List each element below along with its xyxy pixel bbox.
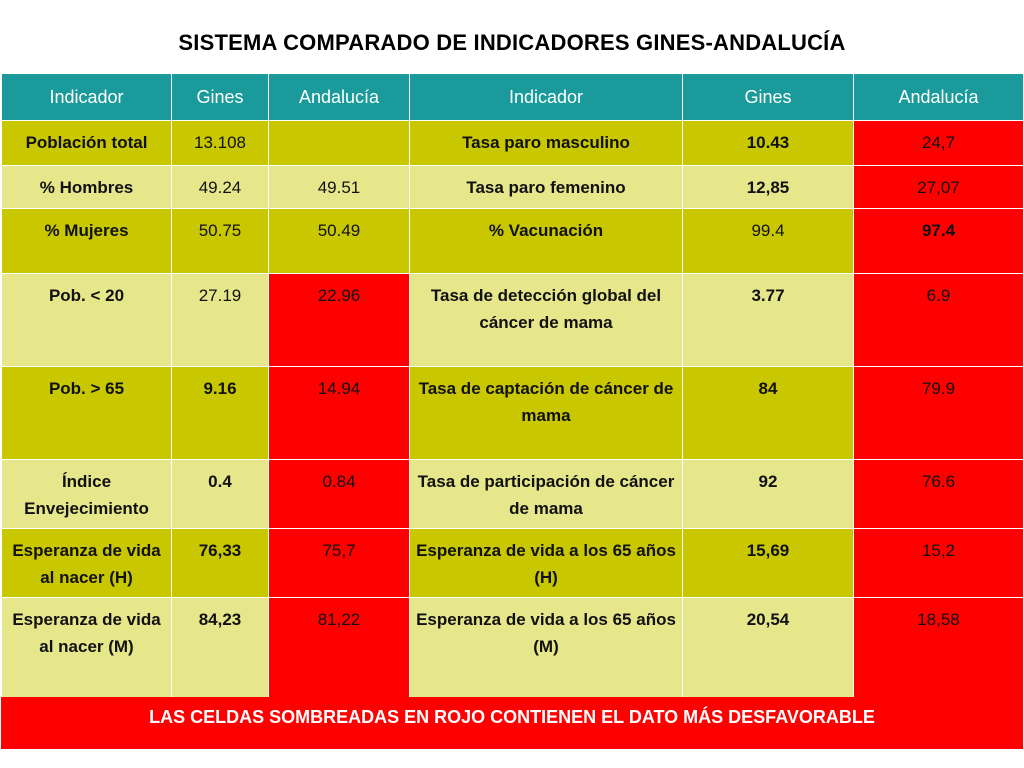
gines-value-cell: 12,85 <box>682 165 854 209</box>
table-row: Pob. < 20 27.19 22.96 Tasa de detección … <box>1 273 1024 367</box>
indicator-cell: Tasa de detección global del cáncer de m… <box>409 273 683 367</box>
col-header-gines: Gines <box>171 73 269 121</box>
indicator-cell: Tasa de participación de cáncer de mama <box>409 459 683 529</box>
col-header-andalucia: Andalucía <box>853 73 1024 121</box>
indicator-cell: Esperanza de vida al nacer (M) <box>1 597 172 704</box>
gines-value-cell: 20,54 <box>682 597 854 704</box>
col-header-andalucia: Andalucía <box>268 73 410 121</box>
andalucia-value-cell: 81,22 <box>268 597 410 704</box>
indicator-cell: % Hombres <box>1 165 172 209</box>
indicator-cell: Esperanza de vida a los 65 años (M) <box>409 597 683 704</box>
indicator-cell: Esperanza de vida al nacer (H) <box>1 528 172 598</box>
table-row: Índice Envejecimiento 0.4 0.84 Tasa de p… <box>1 459 1024 529</box>
col-header-indicador: Indicador <box>409 73 683 121</box>
indicator-cell: Pob. > 65 <box>1 366 172 460</box>
andalucia-value-cell: 97.4 <box>853 208 1024 274</box>
table-row: % Hombres 49.24 49.51 Tasa paro femenino… <box>1 165 1024 209</box>
table-row: Esperanza de vida al nacer (H) 76,33 75,… <box>1 528 1024 598</box>
gines-value-cell: 84 <box>682 366 854 460</box>
andalucia-value-cell: 15,2 <box>853 528 1024 598</box>
indicator-cell: Índice Envejecimiento <box>1 459 172 529</box>
footer-note: LAS CELDAS SOMBREADAS EN ROJO CONTIENEN … <box>1 697 1023 749</box>
col-header-indicador: Indicador <box>1 73 172 121</box>
table-row: Esperanza de vida al nacer (M) 84,23 81,… <box>1 597 1024 704</box>
andalucia-value-cell: 22.96 <box>268 273 410 367</box>
gines-value-cell: 76,33 <box>171 528 269 598</box>
andalucia-value-cell: 24,7 <box>853 120 1024 166</box>
gines-value-cell: 49.24 <box>171 165 269 209</box>
table-row: Pob. > 65 9.16 14.94 Tasa de captación d… <box>1 366 1024 460</box>
indicator-cell: % Mujeres <box>1 208 172 274</box>
andalucia-value-cell: 76.6 <box>853 459 1024 529</box>
indicator-cell: Tasa de captación de cáncer de mama <box>409 366 683 460</box>
indicator-cell: Tasa paro masculino <box>409 120 683 166</box>
gines-value-cell: 84,23 <box>171 597 269 704</box>
andalucia-value-cell: 79.9 <box>853 366 1024 460</box>
gines-value-cell: 9.16 <box>171 366 269 460</box>
table-row: Población total 13.108 Tasa paro masculi… <box>1 120 1024 166</box>
page-title: SISTEMA COMPARADO DE INDICADORES GINES-A… <box>178 30 846 55</box>
gines-value-cell: 13.108 <box>171 120 269 166</box>
indicator-cell: % Vacunación <box>409 208 683 274</box>
andalucia-value-cell: 49.51 <box>268 165 410 209</box>
gines-value-cell: 27.19 <box>171 273 269 367</box>
andalucia-value-cell: 50.49 <box>268 208 410 274</box>
gines-value-cell: 92 <box>682 459 854 529</box>
indicator-cell: Tasa paro femenino <box>409 165 683 209</box>
gines-value-cell: 50.75 <box>171 208 269 274</box>
gines-value-cell: 0.4 <box>171 459 269 529</box>
gines-value-cell: 10.43 <box>682 120 854 166</box>
table-row: % Mujeres 50.75 50.49 % Vacunación 99.4 … <box>1 208 1024 274</box>
andalucia-value-cell: 18,58 <box>853 597 1024 704</box>
andalucia-value-cell: 27,07 <box>853 165 1024 209</box>
gines-value-cell: 15,69 <box>682 528 854 598</box>
indicator-cell: Pob. < 20 <box>1 273 172 367</box>
indicator-cell: Esperanza de vida a los 65 años (H) <box>409 528 683 598</box>
andalucia-value-cell: 75,7 <box>268 528 410 598</box>
gines-value-cell: 3.77 <box>682 273 854 367</box>
andalucia-value-cell <box>268 120 410 166</box>
andalucia-value-cell: 6.9 <box>853 273 1024 367</box>
indicator-cell: Población total <box>1 120 172 166</box>
andalucia-value-cell: 14.94 <box>268 366 410 460</box>
table-header-row: Indicador Gines Andalucía Indicador Gine… <box>1 73 1024 121</box>
col-header-gines: Gines <box>682 73 854 121</box>
gines-value-cell: 99.4 <box>682 208 854 274</box>
indicators-table: Indicador Gines Andalucía Indicador Gine… <box>1 73 1024 704</box>
andalucia-value-cell: 0.84 <box>268 459 410 529</box>
